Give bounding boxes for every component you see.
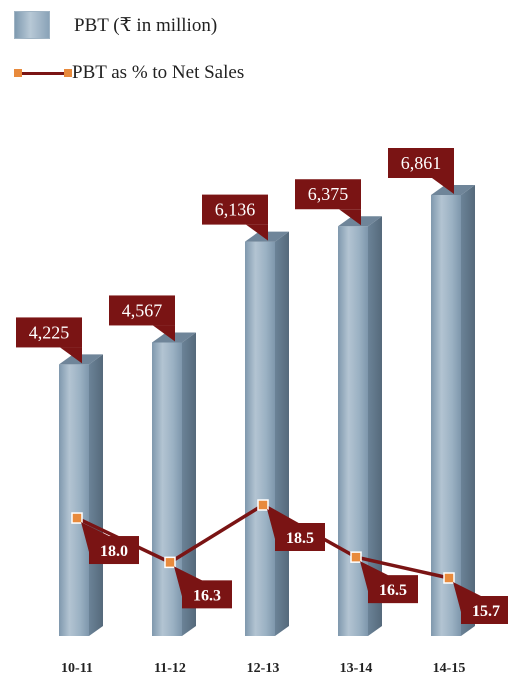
bar-value-box: [109, 295, 175, 326]
legend-label-pbt-percent: PBT as % to Net Sales: [72, 62, 245, 83]
x-tick-label: 12-13: [247, 661, 280, 676]
bar-value-box: [202, 194, 268, 225]
x-tick-label: 10-11: [61, 661, 93, 676]
bar-10-11: [59, 354, 103, 636]
line-value-label: 18.5: [267, 509, 325, 551]
bar-value-pointer: [246, 224, 268, 241]
line-value-label: 15.7: [453, 582, 508, 624]
x-tick-label: 11-12: [154, 661, 186, 676]
bar-value-pointer: [60, 347, 82, 364]
bar-14-15: [431, 185, 475, 636]
bar-side: [182, 332, 196, 636]
legend-item-pbt: PBT (₹ in million): [14, 10, 244, 40]
line-point: [350, 551, 362, 563]
legend-item-pbt-percent: PBT as % to Net Sales: [14, 58, 244, 88]
line-point: [443, 572, 455, 584]
bar-value-box: [388, 148, 454, 178]
line-value-box: [275, 523, 325, 551]
line-value-text: 16.3: [193, 587, 221, 604]
bar-value-pointer: [153, 325, 175, 342]
line-point: [257, 499, 269, 511]
bar-value-label: 6,375: [295, 179, 361, 226]
line-value-box: [368, 575, 418, 604]
line-point: [71, 512, 83, 524]
bar-front: [245, 241, 275, 637]
x-tick-label: 14-15: [433, 661, 466, 676]
line-point: [164, 556, 176, 569]
bars-group: 4,225 4,567 6,136 6,375 6,861: [16, 148, 475, 637]
bar-front: [59, 364, 89, 636]
bar-side: [368, 216, 382, 637]
bar-value-pointer: [432, 178, 454, 194]
x-tick-label: 13-14: [340, 661, 373, 676]
line-value-text: 16.5: [379, 582, 407, 599]
bar-value-label: 6,861: [388, 148, 454, 194]
line-value-label: 16.3: [174, 566, 232, 609]
line-value-box: [461, 596, 508, 624]
line-swatch-icon: [14, 58, 72, 88]
bar-front: [152, 342, 182, 636]
bar-side: [89, 354, 103, 636]
bar-front: [431, 195, 461, 636]
bar-11-12: [152, 332, 196, 636]
line-value-box: [89, 536, 139, 565]
bar-value-text: 4,567: [122, 300, 163, 320]
line-series: 18.0 16.3 18.5 16.5 15.7: [71, 499, 508, 624]
bar-value-text: 6,136: [215, 200, 256, 220]
bar-value-box: [295, 179, 361, 210]
line-value-text: 15.7: [472, 603, 500, 620]
bar-value-box: [16, 317, 82, 348]
line-value-text: 18.5: [286, 530, 314, 547]
bar-value-label: 4,225: [16, 317, 82, 364]
bar-side: [461, 185, 475, 636]
line-value-label: 16.5: [360, 561, 418, 604]
bar-value-label: 6,136: [202, 194, 268, 241]
line-value-label: 18.0: [81, 522, 139, 565]
bar-value-text: 6,861: [401, 153, 442, 173]
bar-side: [275, 231, 289, 637]
bar-value-pointer: [339, 209, 361, 226]
bar-front: [338, 226, 368, 637]
legend: PBT (₹ in million) PBT as % to Net Sales: [14, 10, 244, 106]
bar-value-text: 4,225: [29, 322, 70, 342]
line-value-text: 18.0: [100, 543, 128, 560]
bar-value-label: 4,567: [109, 295, 175, 342]
line-value-box: [182, 580, 232, 609]
bar-12-13: [245, 231, 289, 637]
legend-label-pbt: PBT (₹ in million): [74, 14, 218, 36]
bar-value-text: 6,375: [308, 184, 349, 204]
bar-swatch-icon: [14, 11, 50, 39]
